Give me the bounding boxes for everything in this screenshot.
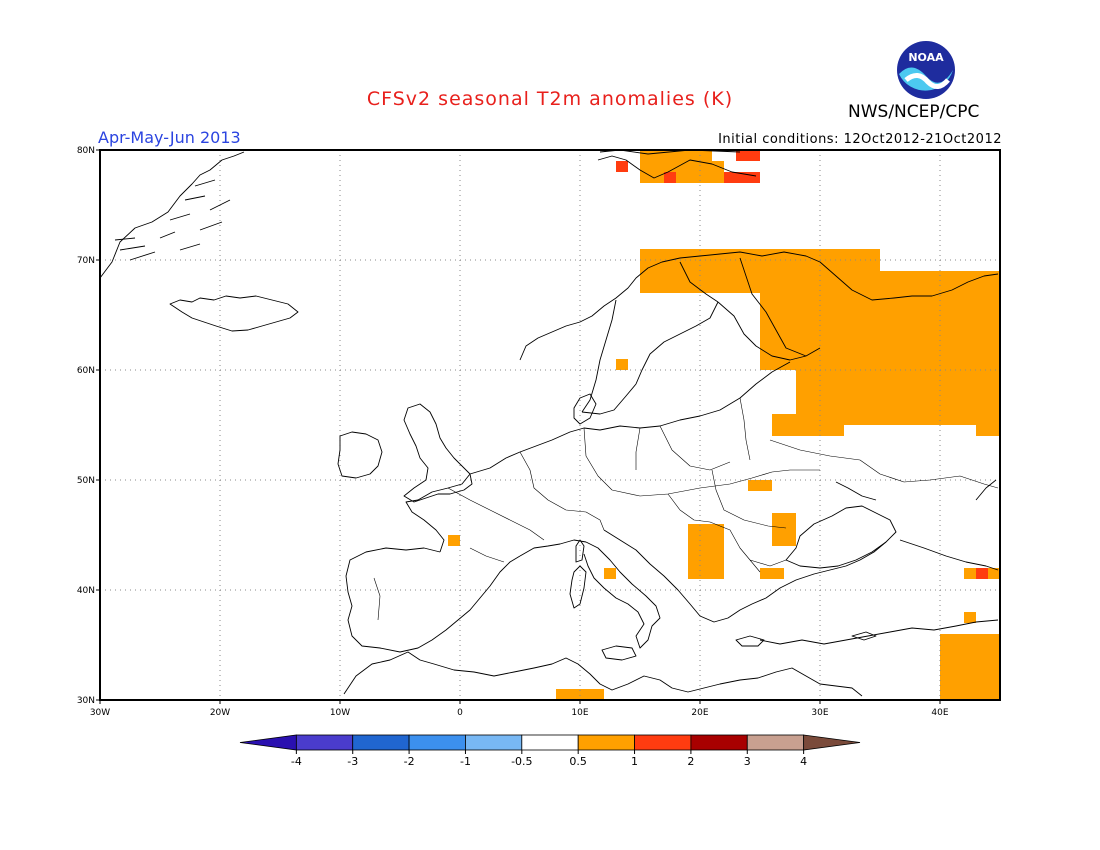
iceland-coast [169, 295, 299, 332]
anomaly-cell [772, 513, 796, 546]
lat-tick-label: 60N [77, 366, 95, 376]
colorbar-bin [465, 734, 523, 751]
norway-sweden-border [581, 299, 617, 413]
colorbar-label: 1 [631, 755, 638, 768]
balkans-coast [603, 529, 887, 623]
map-title: CFSv2 seasonal T2m anomalies (K) [366, 88, 734, 110]
anomaly-cell [976, 414, 1000, 436]
colorbar-bin [746, 734, 805, 751]
france-west-coast [405, 473, 471, 553]
longitude-labels: 30W 20W 10W 0 10E 20E 30E 40E [90, 700, 949, 718]
grid-lines [100, 150, 1000, 700]
noaa-logo: NOAA [897, 41, 955, 99]
colorbar-low-arrow [239, 734, 297, 751]
colorbar-label: 2 [687, 755, 694, 768]
colorbar-label: -2 [404, 755, 415, 768]
lon-tick-label: 10E [571, 708, 588, 718]
map-frame [99, 149, 1001, 701]
anomaly-cell [724, 172, 760, 183]
lat-tick-label: 70N [77, 256, 95, 266]
sweden-finland-border [679, 261, 719, 303]
anomaly-cell [748, 480, 772, 491]
lon-tick-label: 30E [811, 708, 828, 718]
colorbar: -4 -3 -2 -1 -0.5 0.5 1 2 3 4 [239, 734, 861, 768]
europe-north-coast [469, 361, 791, 475]
crete [735, 635, 765, 647]
finland-coast [717, 301, 821, 361]
lon-tick-label: 20W [210, 708, 230, 718]
sweden-coast [581, 301, 719, 415]
anomaly-cell [940, 634, 1000, 700]
sardinia [569, 565, 587, 609]
cyprus [851, 631, 877, 641]
forecast-period: Apr-May-Jun 2013 [98, 128, 241, 147]
anomaly-cell [736, 150, 760, 161]
borders [373, 397, 999, 621]
denmark [573, 393, 597, 425]
colorbar-bin [634, 734, 692, 751]
lat-tick-label: 50N [77, 476, 95, 486]
greenland-coast [99, 151, 245, 279]
scandinavia-coast [519, 251, 999, 361]
anomaly-cell [772, 414, 844, 436]
lat-tick-label: 30N [77, 696, 95, 706]
anomaly-cell [640, 161, 724, 183]
colorbar-label: 0.5 [569, 755, 587, 768]
great-britain [403, 403, 473, 503]
anomaly-cell [616, 359, 628, 370]
crimea [835, 481, 877, 501]
colorbar-high-arrow [803, 734, 861, 751]
anomaly-cell [760, 568, 784, 579]
africa-north-coast [343, 651, 863, 697]
colorbar-bin [295, 734, 354, 751]
colorbar-label: 4 [800, 755, 807, 768]
anomaly-cell [604, 568, 616, 579]
italy [583, 541, 661, 649]
lon-tick-label: 40E [931, 708, 948, 718]
colorbar-bin [690, 734, 748, 751]
lon-tick-label: 10W [330, 708, 350, 718]
anomaly-cell [688, 557, 724, 579]
lat-tick-label: 80N [77, 146, 95, 156]
lon-tick-label: 0 [457, 708, 463, 718]
anomaly-cell [556, 689, 604, 700]
anomaly-cell [616, 161, 628, 172]
lon-tick-label: 20E [691, 708, 708, 718]
colorbar-bin [521, 734, 579, 751]
anomaly-cell [640, 150, 712, 161]
colorbar-bin [577, 734, 635, 751]
anomaly-cell [688, 524, 724, 557]
caspian-caucasus [899, 479, 999, 571]
colorbar-label: -3 [347, 755, 358, 768]
ireland [337, 431, 383, 479]
anomaly-cell [664, 172, 676, 183]
colorbar-label: 3 [744, 755, 751, 768]
turkey-south [759, 619, 999, 645]
svg-text:NOAA: NOAA [908, 51, 944, 64]
france-south-coast [519, 539, 587, 557]
anomaly-cells [448, 150, 1000, 700]
colorbar-label: -0.5 [511, 755, 532, 768]
colorbar-label: -1 [460, 755, 471, 768]
anomaly-cell [964, 612, 976, 623]
colorbar-bin [352, 734, 410, 751]
sicily [601, 645, 637, 661]
iberia [345, 547, 521, 653]
lon-tick-label: 30W [90, 708, 110, 718]
coastlines [99, 149, 999, 697]
corsica [575, 539, 585, 563]
initial-conditions: Initial conditions: 12Oct2012-21Oct2012 [718, 132, 1002, 147]
anomaly-cell [796, 348, 1000, 425]
anomaly-cell [448, 535, 460, 546]
colorbar-label: -4 [291, 755, 302, 768]
lat-tick-label: 40N [77, 586, 95, 596]
latitude-labels: 30N 40N 50N 60N 70N 80N [77, 146, 100, 706]
greenland-fjords [114, 179, 231, 261]
finland-russia-border [739, 257, 807, 357]
agency-label: NWS/NCEP/CPC [848, 102, 980, 122]
colorbar-bin [408, 734, 466, 751]
anomaly-cell [976, 568, 988, 579]
black-sea [785, 505, 897, 569]
